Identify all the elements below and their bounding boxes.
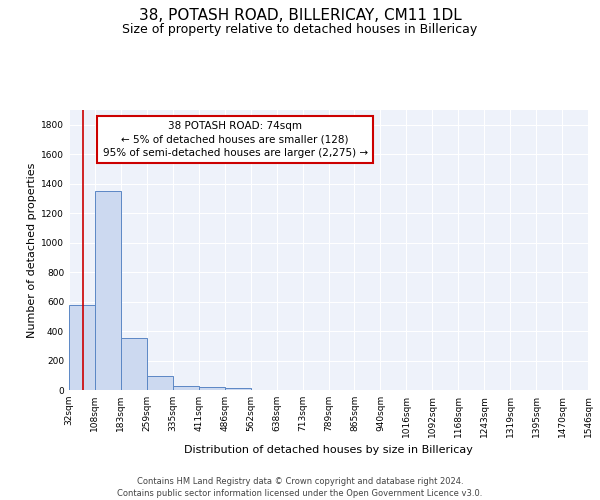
- Bar: [147, 376, 173, 390]
- Bar: [225, 388, 251, 390]
- Bar: [121, 338, 147, 390]
- Text: 38, POTASH ROAD, BILLERICAY, CM11 1DL: 38, POTASH ROAD, BILLERICAY, CM11 1DL: [139, 8, 461, 22]
- Bar: [95, 191, 121, 390]
- Bar: [199, 387, 224, 390]
- Y-axis label: Number of detached properties: Number of detached properties: [27, 162, 37, 338]
- X-axis label: Distribution of detached houses by size in Billericay: Distribution of detached houses by size …: [184, 446, 473, 456]
- Text: Contains HM Land Registry data © Crown copyright and database right 2024.
Contai: Contains HM Land Registry data © Crown c…: [118, 476, 482, 498]
- Text: 38 POTASH ROAD: 74sqm
← 5% of detached houses are smaller (128)
95% of semi-deta: 38 POTASH ROAD: 74sqm ← 5% of detached h…: [103, 121, 368, 158]
- Bar: [69, 304, 95, 390]
- Bar: [173, 386, 199, 390]
- Text: Size of property relative to detached houses in Billericay: Size of property relative to detached ho…: [122, 22, 478, 36]
